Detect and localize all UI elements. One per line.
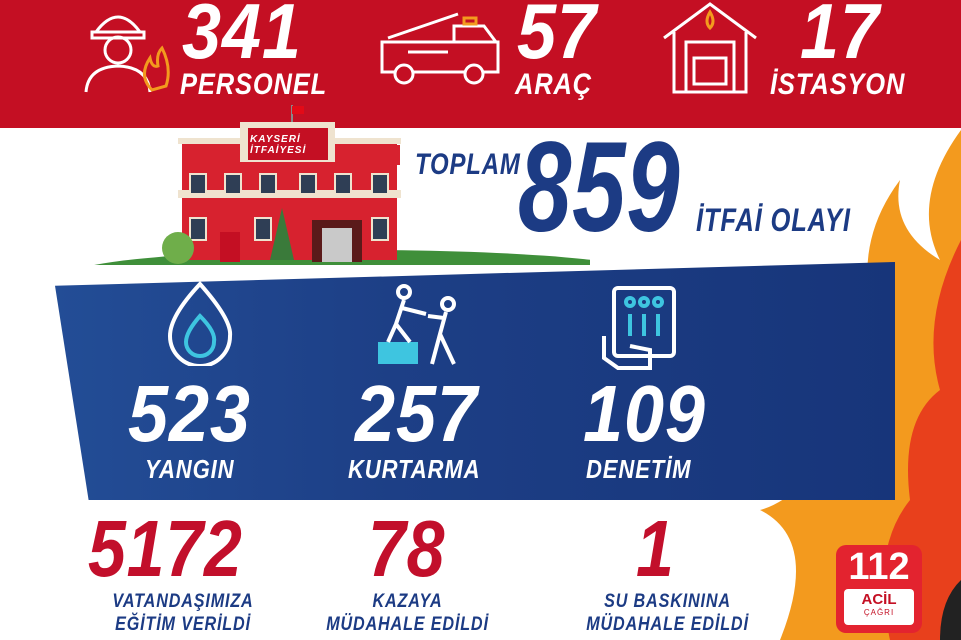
rescue-label: KURTARMA xyxy=(348,454,481,484)
header-band xyxy=(0,0,961,128)
rescue-count: 257 xyxy=(355,369,478,458)
vehicle-label: ARAÇ xyxy=(515,68,593,101)
rescue-icon xyxy=(378,284,456,365)
firefighter-icon xyxy=(84,15,170,93)
flood-count: 1 xyxy=(636,504,675,593)
inspection-count: 109 xyxy=(583,369,706,458)
accident-label-line2: MÜDAHALE EDİLDİ xyxy=(326,614,489,635)
vehicle-count: 57 xyxy=(517,0,597,75)
station-count: 17 xyxy=(800,0,880,75)
education-count: 5172 xyxy=(88,504,243,593)
total-incidents-count: 859 xyxy=(518,116,681,259)
accident-label: KAZAYA MÜDAHALE EDİLDİ xyxy=(320,590,494,636)
emergency-112-badge: 112 ACİL ÇAĞRI xyxy=(836,545,922,633)
badge-line2: ÇAĞRI xyxy=(863,608,895,617)
inspection-label: DENETİM xyxy=(586,454,692,484)
badge-line1: ACİL xyxy=(861,591,897,608)
total-suffix: İTFAİ OLAYI xyxy=(696,202,851,238)
fire-station-icon xyxy=(663,2,757,94)
accident-label-line1: KAZAYA xyxy=(372,591,443,612)
education-label-line1: VATANDAŞIMIZA xyxy=(112,591,254,612)
fire-truck-icon xyxy=(380,12,500,85)
sign-line-2: İTFAİYESİ xyxy=(250,145,307,156)
fire-label: YANGIN xyxy=(145,454,235,484)
flood-label-line1: SU BASKININA xyxy=(604,591,731,612)
personnel-count: 341 xyxy=(182,0,302,75)
education-label-line2: EĞİTİM VERİLDİ xyxy=(115,614,251,635)
accident-count: 78 xyxy=(368,504,446,593)
incident-banner xyxy=(55,262,895,500)
personnel-label: PERSONEL xyxy=(180,68,328,101)
station-label: İSTASYON xyxy=(770,68,906,101)
flood-label-line2: MÜDAHALE EDİLDİ xyxy=(586,614,749,635)
inspection-tablet-icon xyxy=(602,286,676,370)
flood-label: SU BASKININA MÜDAHALE EDİLDİ xyxy=(580,590,754,636)
fire-count: 523 xyxy=(128,369,251,458)
flame-icon xyxy=(167,281,233,366)
total-prefix: TOPLAM xyxy=(415,148,521,181)
building-sign: KAYSERİ İTFAİYESİ xyxy=(250,134,306,156)
kayseri-fire-station-building xyxy=(94,105,590,265)
badge-number: 112 xyxy=(848,546,910,588)
education-label: VATANDAŞIMIZA EĞİTİM VERİLDİ xyxy=(102,590,264,636)
sign-line-1: KAYSERİ xyxy=(250,134,301,145)
